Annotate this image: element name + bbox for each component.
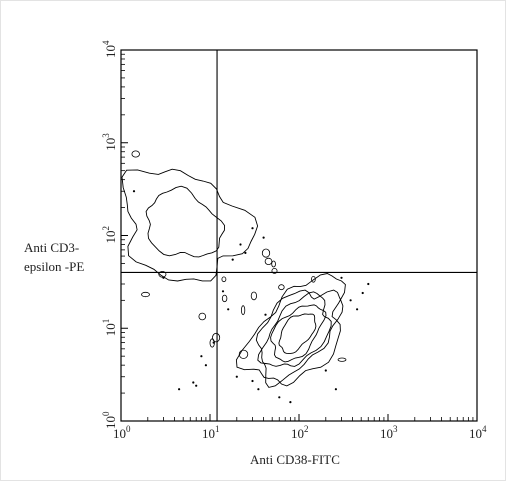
event-point xyxy=(231,258,234,261)
event-point xyxy=(192,381,195,384)
contour-island xyxy=(271,260,276,268)
contour-island xyxy=(131,150,140,158)
y-axis-label: Anti CD3- epsilon -PE xyxy=(24,238,124,276)
x-axis-label: Anti CD38-FITC xyxy=(250,452,340,467)
contour-island xyxy=(278,284,285,291)
x-tick-label: 101 xyxy=(202,424,220,441)
contour-line xyxy=(235,273,346,387)
event-point xyxy=(195,384,198,387)
event-point xyxy=(262,236,265,239)
contour-island xyxy=(221,294,228,303)
y-tick-label: 100 xyxy=(101,411,118,429)
event-point xyxy=(178,388,181,391)
y-tick-label: 103 xyxy=(101,133,118,151)
x-tick-label: 102 xyxy=(291,424,309,441)
event-point xyxy=(221,290,225,293)
event-point xyxy=(349,299,352,302)
x-tick-label: 103 xyxy=(380,424,398,441)
event-point xyxy=(235,375,238,378)
event-point xyxy=(361,291,364,295)
plot-area xyxy=(120,49,478,422)
event-point xyxy=(334,388,337,391)
contour-island xyxy=(212,332,221,343)
contour-line xyxy=(278,313,317,354)
contour-island xyxy=(158,270,167,278)
y-tick-label: 101 xyxy=(101,319,118,337)
event-point xyxy=(251,227,254,230)
event-point xyxy=(251,379,254,383)
contour-island xyxy=(271,267,278,274)
y-tick-label: 104 xyxy=(101,40,118,58)
event-point xyxy=(257,388,260,391)
contour-island xyxy=(261,248,271,258)
event-point xyxy=(289,401,292,404)
contour-island xyxy=(311,275,316,283)
contour-line xyxy=(257,291,332,367)
contour-island xyxy=(221,276,227,283)
x-tick-label: 104 xyxy=(469,424,487,441)
event-point xyxy=(264,313,267,316)
event-point xyxy=(324,369,327,372)
contour-island xyxy=(141,291,150,298)
event-point xyxy=(278,396,281,399)
contour-island xyxy=(250,291,257,301)
event-point xyxy=(132,190,136,193)
contour-line xyxy=(255,289,344,388)
event-point xyxy=(200,355,203,358)
event-point xyxy=(162,276,165,279)
event-point xyxy=(227,308,230,311)
event-point xyxy=(204,364,207,367)
y-axis-label-line-1: Anti CD3- xyxy=(24,240,80,255)
contour-line xyxy=(121,168,259,282)
contour-island xyxy=(337,357,347,362)
event-point xyxy=(356,308,359,311)
contour-island xyxy=(238,349,249,359)
event-point xyxy=(239,243,242,246)
contour-island xyxy=(198,312,207,321)
contour-line xyxy=(145,185,226,258)
y-axis-label-line-2: epsilon -PE xyxy=(24,259,85,274)
event-point xyxy=(340,276,343,279)
event-point xyxy=(367,282,370,286)
contour-line xyxy=(270,304,327,363)
event-point xyxy=(244,251,247,254)
event-point xyxy=(212,341,215,344)
contour-island xyxy=(264,257,273,265)
contour-island xyxy=(241,305,246,316)
